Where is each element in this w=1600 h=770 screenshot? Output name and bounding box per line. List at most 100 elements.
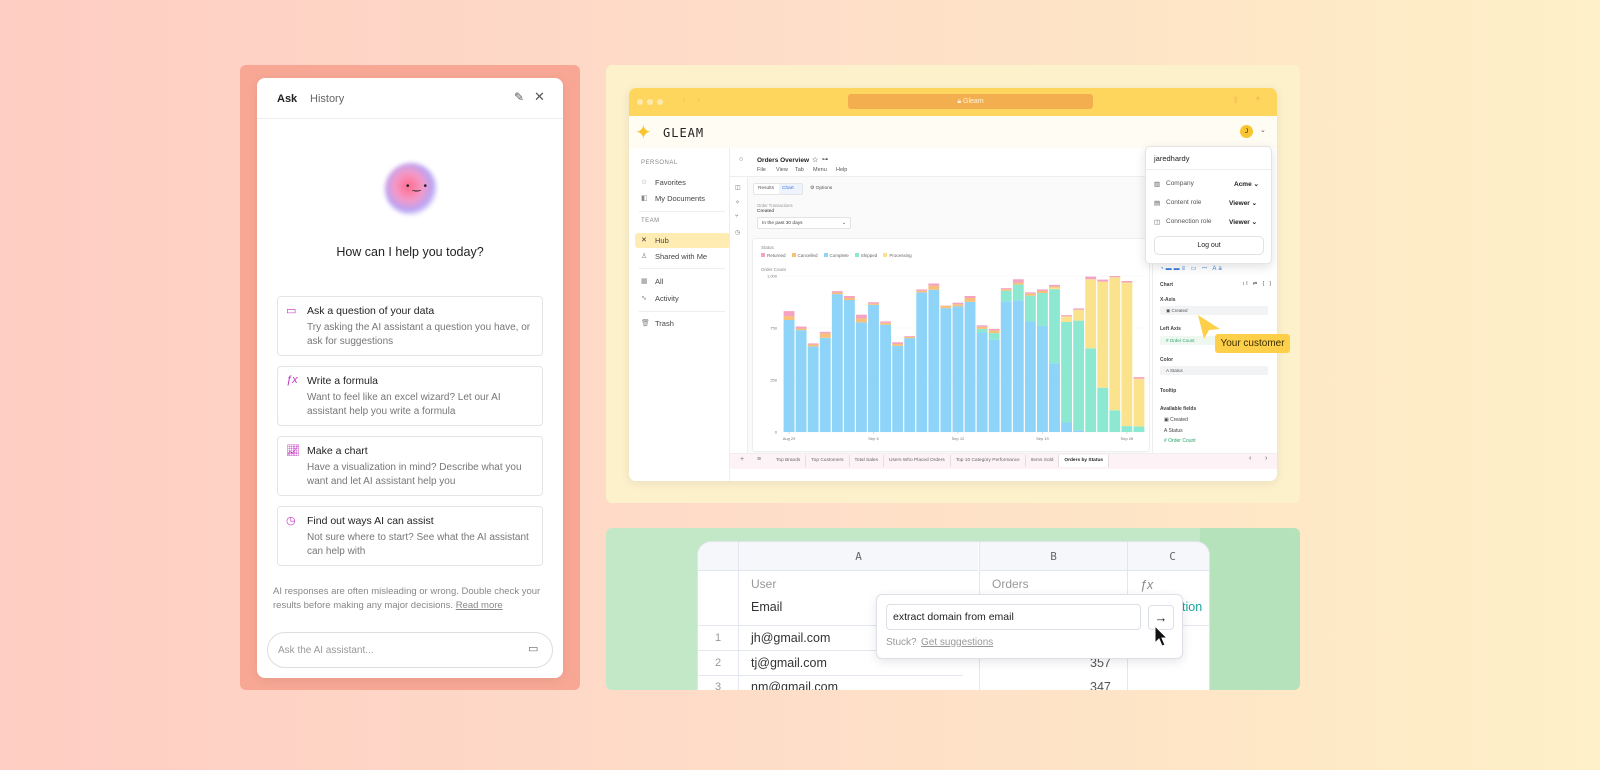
back-icon[interactable]: ‹ [682,94,686,105]
favorite-star-icon[interactable]: ☆ [812,157,819,164]
forward-icon[interactable]: › [697,94,701,105]
suggestion-ask-question[interactable]: ▭ Ask a question of your data Try asking… [277,296,543,356]
sidebar-item-shared[interactable]: Shared with Me [655,252,708,261]
sidebar-item-trash[interactable]: Trash [655,319,674,328]
sidebar-item-my-documents[interactable]: My Documents [655,194,706,203]
bar-segment-shipped [1024,295,1036,322]
tab-chart[interactable]: Chart [779,184,802,194]
get-suggestions-link[interactable]: Get suggestions [921,637,994,648]
submit-arrow-button[interactable]: → [1148,605,1174,630]
menu-help[interactable]: Help [836,167,848,173]
url-bar[interactable]: 🔒︎ Gleam [848,94,1093,109]
bar-segment-cancelled [783,316,795,320]
x-tick-label: Sep 26 [1121,436,1134,441]
sheet-tabs: Top Brands Top Customers Total Sales Users … [771,455,1110,467]
tab-history[interactable]: History [310,93,345,105]
column-header-b[interactable]: B [979,542,1127,571]
x-axis-field-pill[interactable]: ▣ Created [1160,306,1268,315]
suggestion-write-formula[interactable]: ƒx Write a formula Want to feel like an … [277,366,543,426]
read-more-link[interactable]: Read more [455,600,503,611]
content-role-select[interactable]: Viewer ⌄ [1229,200,1258,207]
new-tab-icon[interactable]: + [1255,94,1261,105]
tab-options[interactable]: ⚙ Options [810,186,833,191]
chart-type-icons[interactable]: ◔▬▬≡ ▭ ꟷ Aa [1160,266,1224,272]
sheet-tab[interactable]: Orders by Status [1059,455,1110,467]
column-header-c[interactable]: C [1127,542,1209,571]
legend-item[interactable]: Processing [883,253,912,258]
legend-item[interactable]: Returned [761,253,786,258]
date-filter-select[interactable]: In the past 30 days ⌄ [757,217,851,229]
greeting: How can I help you today? [336,245,484,259]
disclaimer-text: AI responses are often misleading or wro… [273,586,541,611]
column-header-a[interactable]: A [738,542,978,571]
tab-ask[interactable]: Ask [277,93,298,105]
sheet-tab[interactable]: Top Customers [806,455,850,467]
history-icon[interactable]: ◷ [735,230,741,236]
ai-assistant-card: Ask History ✎ ✕ •‿• How can I help you t… [257,78,563,678]
cell-email[interactable]: tj@gmail.com [751,656,827,670]
sheet-tab[interactable]: Top Brands [771,455,807,467]
cell-email[interactable]: jh@gmail.com [751,631,831,645]
window-maximize-dot[interactable] [657,99,663,105]
sheet-tab[interactable]: Total Sales [850,455,884,467]
cell-email[interactable]: nm@gmail.com [751,680,839,690]
color-field-pill[interactable]: A Status [1160,366,1268,375]
scroll-right-icon[interactable]: › [1265,455,1268,462]
menu-tab[interactable]: Tab [795,167,804,173]
menu-view[interactable]: View [776,167,788,173]
link-icon[interactable]: ⊶ [822,157,828,163]
sidebar-item-all[interactable]: All [655,277,664,286]
tab-list-icon[interactable]: ≡ [757,456,762,463]
menu-menu[interactable]: Menu [813,167,827,173]
chart-options-icons[interactable]: ıl ⇄ { } [1243,281,1274,287]
field-created[interactable]: ▣ Created [1164,417,1188,423]
document-area: ○ Orders Overview ☆ ⊶ File View Tab Menu… [730,148,1150,453]
window-close-dot[interactable] [637,99,643,105]
field-order-count[interactable]: # Order Count [1164,438,1196,444]
add-tab-icon[interactable]: + [740,456,745,463]
connection-role-select[interactable]: Viewer ⌄ [1229,219,1258,226]
tab-results[interactable]: Results [758,186,774,191]
close-icon[interactable]: ✕ [534,89,545,104]
sparkle-icon[interactable]: ✧ [735,200,741,206]
cell-orders[interactable]: 347 [1090,680,1111,690]
user-avatar[interactable]: J [1240,125,1253,138]
legend-item[interactable]: Complete [823,253,849,258]
formula-prompt-input[interactable]: extract domain from email [886,604,1141,630]
bar-segment-returned [1121,280,1133,283]
suggestion-description: Not sure where to start? See what the AI… [307,532,529,557]
legend-item[interactable]: Shipped [854,253,877,258]
sidebar-item-favorites[interactable]: Favorites [655,178,686,187]
suggestion-make-chart[interactable]: 📈︎ Make a chart Have a visualization in … [277,436,543,496]
share-icon[interactable]: ⇪ [1232,95,1240,105]
sidebar-item-activity[interactable]: Activity [655,294,679,303]
field-status[interactable]: A Status [1164,428,1183,434]
suggestion-find-ways[interactable]: ◷ Find out ways AI can assist Not sure w… [277,506,543,566]
content-icon: ▤ [1154,200,1161,207]
sidebar-item-hub[interactable] [635,233,730,248]
sheet-tab[interactable]: Items Sold [1026,455,1060,467]
assistant-input[interactable]: Ask the AI assistant... ▭ [267,632,553,668]
search-icon[interactable]: ○ [739,156,744,163]
chevron-down-icon[interactable]: ⌄ [1260,127,1266,134]
company-select[interactable]: Acme ⌄ [1234,181,1259,188]
legend-item[interactable]: Cancelled [791,253,818,258]
branch-icon[interactable]: ⑂ [735,214,739,220]
menu-file[interactable]: File [757,167,766,173]
sheet-tab[interactable]: Top 10 Category Performance [951,455,1026,467]
scroll-left-icon[interactable]: ‹ [1249,455,1252,462]
edit-icon[interactable]: ✎ [514,90,525,104]
logout-button[interactable]: Log out [1154,236,1264,255]
panel-icon[interactable]: ◫ [735,185,741,191]
column-a-type: User [751,577,777,591]
left-axis-field-pill[interactable]: # Order Count [1160,336,1268,345]
sheet-tab[interactable]: Users Who Placed Orders [884,455,951,467]
cell-orders[interactable]: 357 [1090,656,1111,670]
window-minimize-dot[interactable] [647,99,653,105]
bar-segment-cancelled [1012,282,1024,285]
send-message-icon[interactable]: ▭ [528,643,539,655]
bar-segment-returned [892,342,904,345]
available-fields-heading[interactable]: Available fields [1160,406,1197,412]
bar-segment-complete [928,289,940,432]
tooltip-heading[interactable]: Tooltip [1160,388,1177,394]
